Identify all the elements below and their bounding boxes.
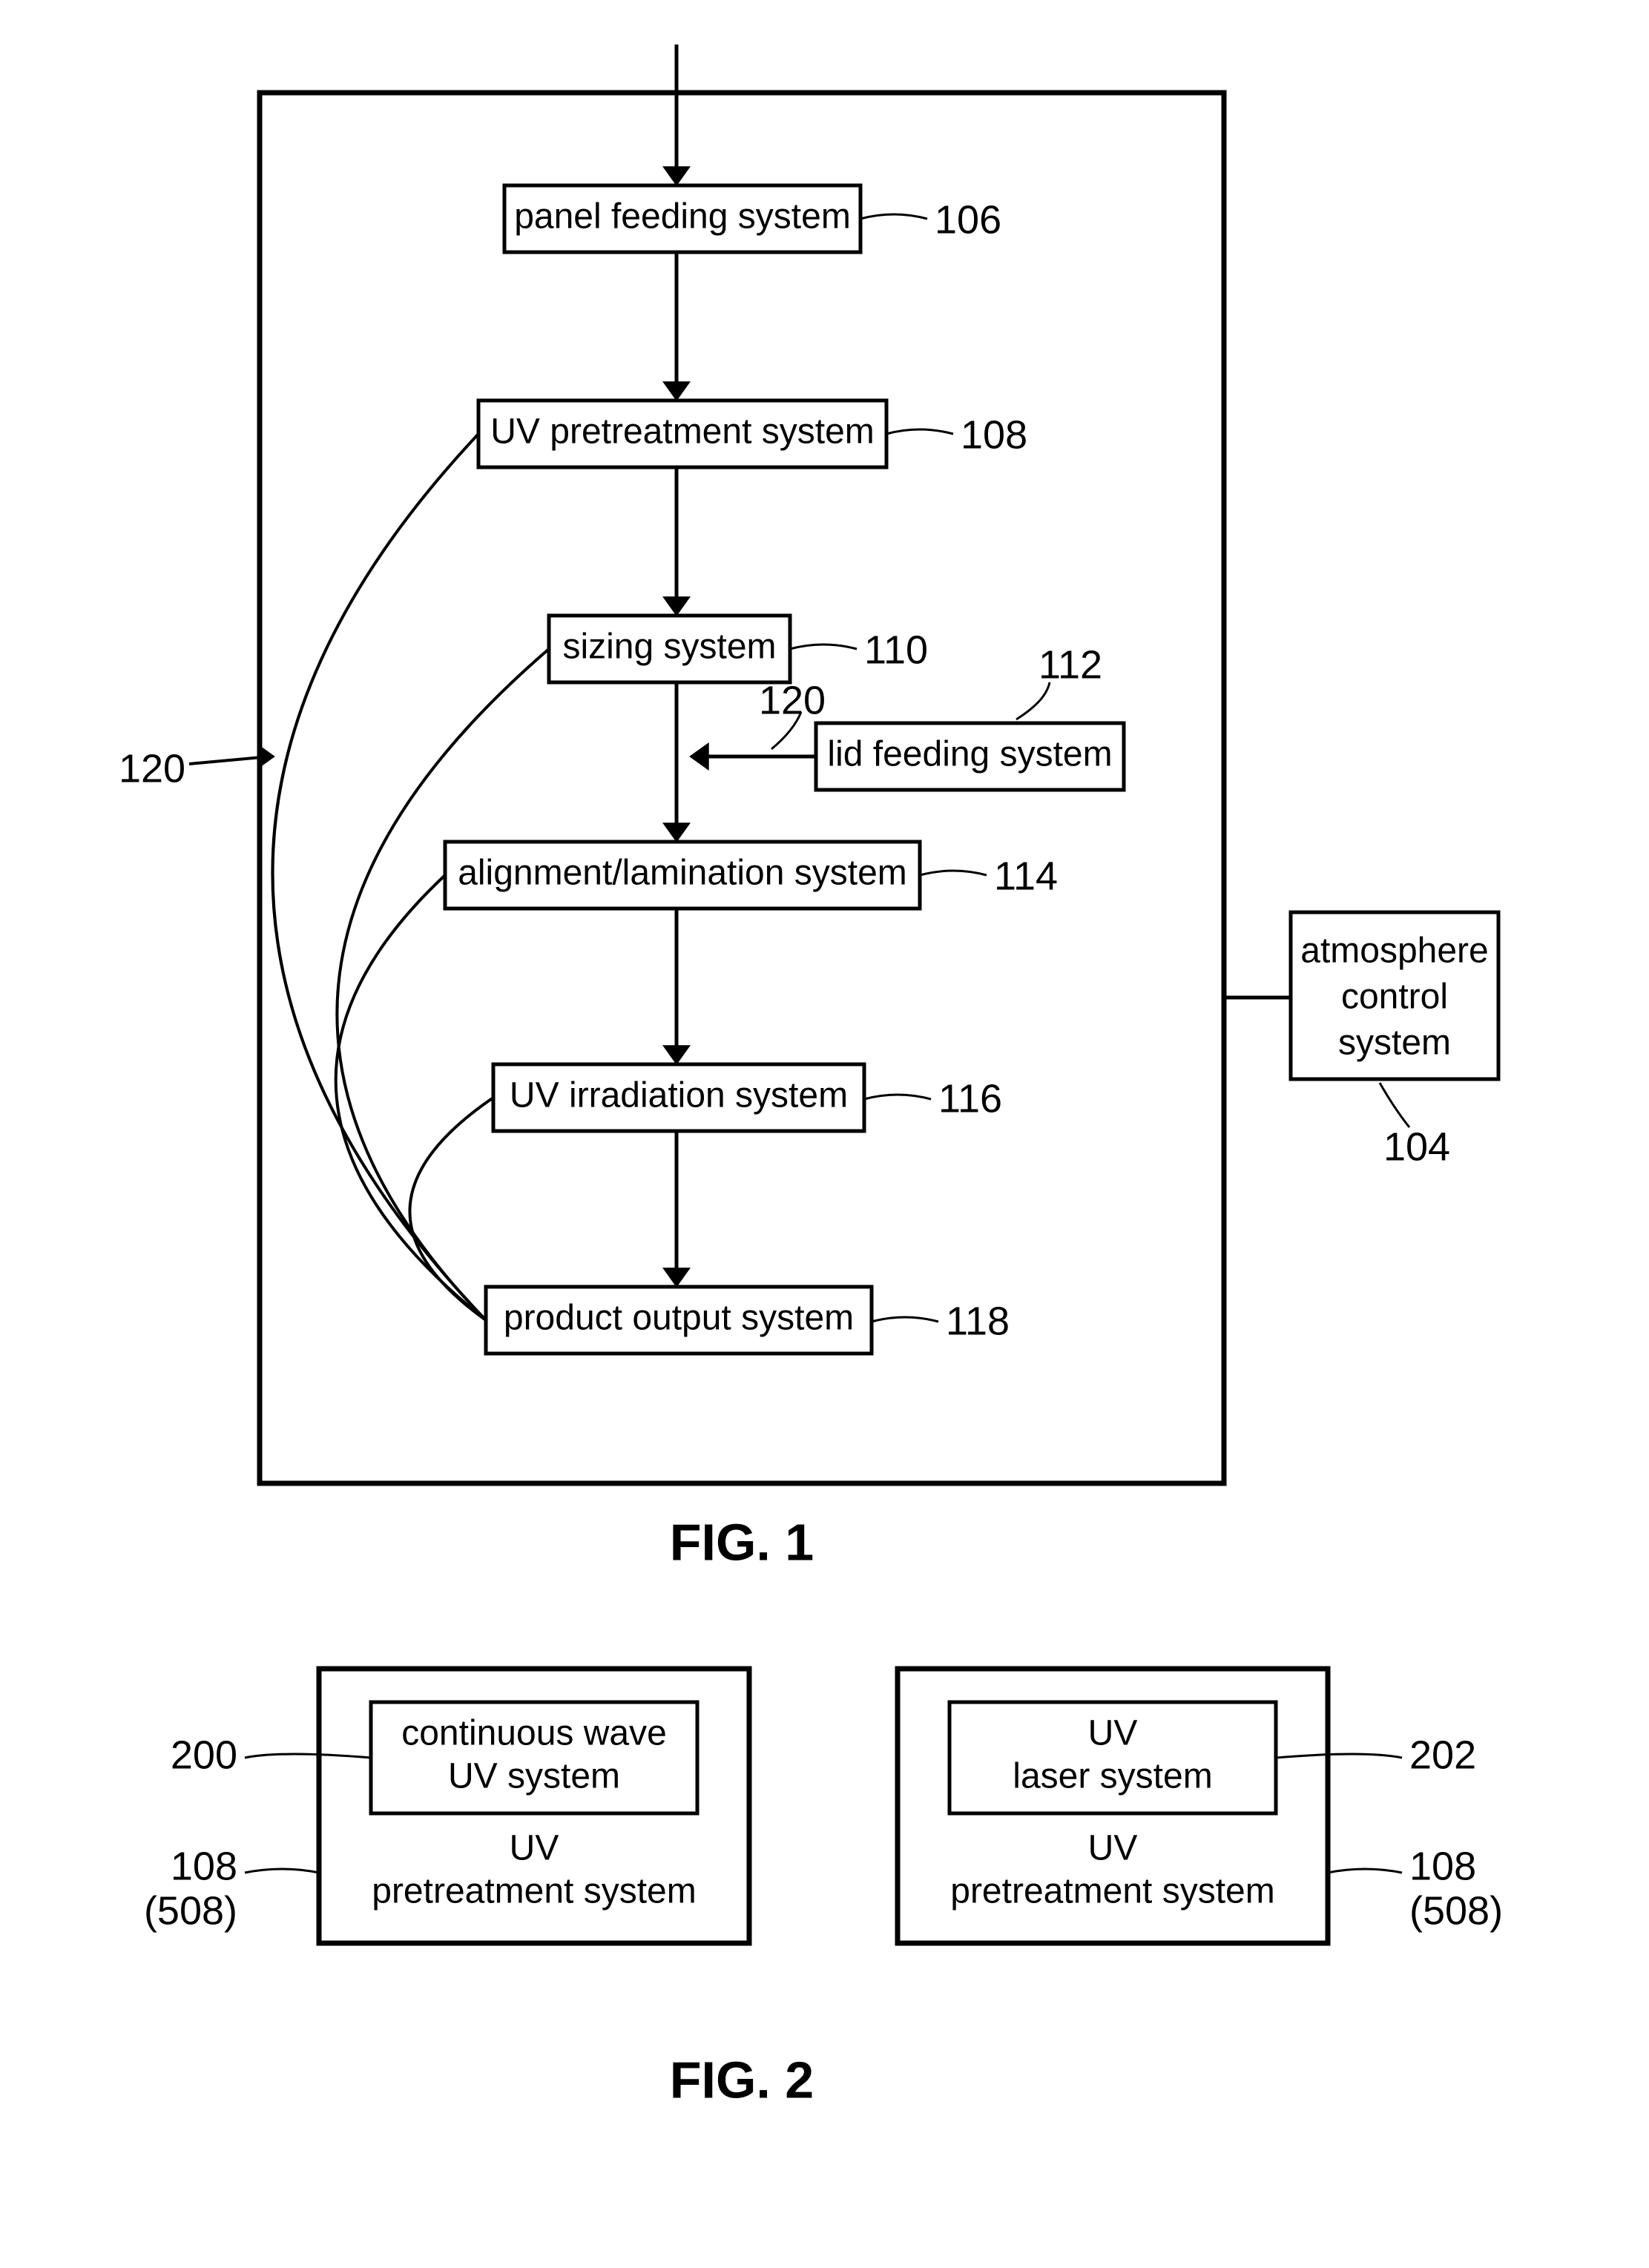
ref-120-left: 120 xyxy=(119,746,185,791)
figure-label: FIG. 1 xyxy=(670,1513,814,1571)
fig2-inner-label: continuous wave xyxy=(401,1714,667,1753)
flow-box-label: alignment/lamination system xyxy=(458,854,907,893)
leader xyxy=(245,1869,319,1873)
fig2-outer-label: UV xyxy=(510,1829,559,1868)
fig2-inner-label: laser system xyxy=(1013,1757,1212,1796)
ref-112: 112 xyxy=(1039,642,1102,687)
ref: (508) xyxy=(1409,1888,1503,1933)
leader xyxy=(1380,1083,1409,1127)
ref-label: 110 xyxy=(864,627,928,672)
leader xyxy=(1328,1869,1402,1873)
figure-label: FIG. 2 xyxy=(670,2051,814,2109)
ref: (508) xyxy=(144,1888,237,1933)
ref-104: 104 xyxy=(1383,1124,1450,1169)
flow-box-label: UV pretreatment system xyxy=(490,412,875,452)
figure-1: panel feeding system UV pretreatment syst… xyxy=(119,44,1498,1571)
atmosphere-label: atmosphere xyxy=(1300,932,1488,971)
ref-label: 106 xyxy=(935,197,1001,242)
fig2-outer-label: UV xyxy=(1088,1829,1138,1868)
ref-label: 116 xyxy=(938,1076,1002,1121)
figure-2: continuous wave UV system UV pretreatment s… xyxy=(144,1669,1503,2109)
flow-box-label: product output system xyxy=(504,1299,854,1338)
fig2-outer-label: pretreatment system xyxy=(372,1872,696,1911)
fig2-inner-label: UV system xyxy=(448,1757,620,1796)
ref: 108 xyxy=(1409,1844,1476,1888)
ref-label: 118 xyxy=(946,1299,1010,1343)
flow-box-label: panel feeding system xyxy=(514,197,851,237)
atmosphere-label: control xyxy=(1341,978,1448,1017)
ref-120: 120 xyxy=(759,678,826,722)
fig2-outer-label: pretreatment system xyxy=(950,1872,1274,1911)
flow-box-label: UV irradiation system xyxy=(510,1076,848,1115)
ref: 202 xyxy=(1409,1733,1476,1777)
flow-box-label: sizing system xyxy=(562,627,776,667)
flow-box-label: lid feeding system xyxy=(827,735,1112,774)
atmosphere-label: system xyxy=(1338,1023,1451,1063)
ref: 108 xyxy=(171,1844,237,1888)
fig2-inner-label: UV xyxy=(1088,1714,1138,1753)
ref: 200 xyxy=(171,1733,237,1777)
ref-label: 108 xyxy=(961,412,1027,457)
ref-label: 114 xyxy=(994,854,1058,898)
